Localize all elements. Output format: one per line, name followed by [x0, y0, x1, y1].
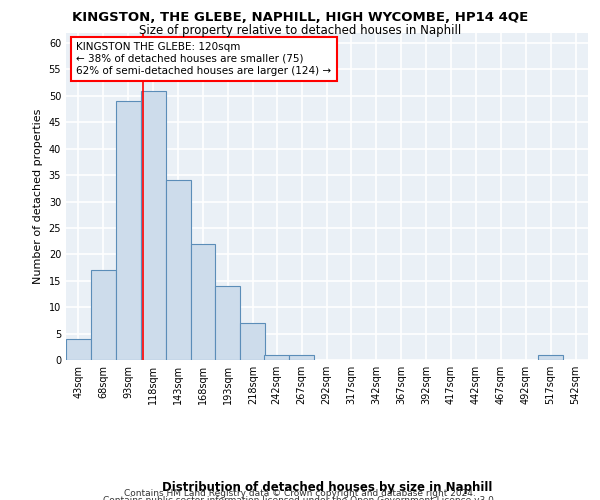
Bar [91, 270, 116, 360]
Bar [141, 90, 166, 360]
Bar [116, 101, 141, 360]
Bar [66, 339, 91, 360]
Bar [289, 354, 314, 360]
Y-axis label: Number of detached properties: Number of detached properties [33, 108, 43, 284]
Text: KINGSTON THE GLEBE: 120sqm
← 38% of detached houses are smaller (75)
62% of semi: KINGSTON THE GLEBE: 120sqm ← 38% of deta… [76, 42, 332, 76]
X-axis label: Distribution of detached houses by size in Naphill: Distribution of detached houses by size … [162, 480, 492, 494]
Text: KINGSTON, THE GLEBE, NAPHILL, HIGH WYCOMBE, HP14 4QE: KINGSTON, THE GLEBE, NAPHILL, HIGH WYCOM… [72, 11, 528, 24]
Bar [191, 244, 215, 360]
Bar [264, 354, 289, 360]
Bar [241, 323, 265, 360]
Bar [166, 180, 191, 360]
Text: Size of property relative to detached houses in Naphill: Size of property relative to detached ho… [139, 24, 461, 37]
Bar [538, 354, 563, 360]
Bar [215, 286, 241, 360]
Text: Contains public sector information licensed under the Open Government Licence v3: Contains public sector information licen… [103, 496, 497, 500]
Text: Contains HM Land Registry data © Crown copyright and database right 2024.: Contains HM Land Registry data © Crown c… [124, 489, 476, 498]
